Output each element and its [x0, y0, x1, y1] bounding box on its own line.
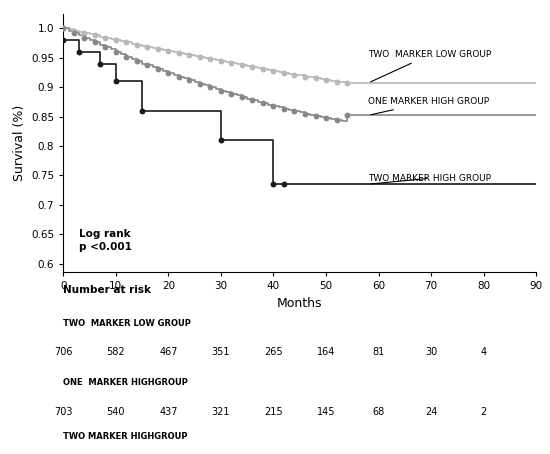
Point [122, 39, 131, 46]
Text: 265: 265 [264, 347, 283, 357]
Point [101, 44, 109, 51]
Point [174, 73, 183, 80]
Point [248, 96, 257, 104]
Text: 30: 30 [425, 347, 437, 357]
Point [59, 25, 68, 32]
Point [69, 27, 78, 35]
Text: Number at risk: Number at risk [63, 285, 151, 295]
Point [143, 43, 152, 50]
Point [301, 110, 310, 117]
Point [269, 102, 278, 109]
Point [185, 52, 194, 59]
Point [322, 115, 331, 122]
Point [75, 48, 84, 55]
Point [112, 48, 120, 55]
Text: 540: 540 [107, 407, 125, 417]
Point [112, 78, 120, 85]
Text: 706: 706 [54, 347, 73, 357]
Point [279, 181, 288, 188]
Point [217, 58, 226, 65]
Point [217, 137, 226, 144]
Point [290, 108, 299, 115]
Point [90, 32, 99, 39]
Text: TWO  MARKER LOW GROUP: TWO MARKER LOW GROUP [368, 50, 491, 82]
Text: 81: 81 [372, 347, 384, 357]
Text: 437: 437 [159, 407, 178, 417]
Point [195, 80, 204, 87]
Point [80, 34, 89, 41]
Point [279, 105, 288, 113]
Point [311, 74, 320, 82]
Point [206, 55, 215, 63]
Text: 24: 24 [425, 407, 437, 417]
Text: 215: 215 [264, 407, 283, 417]
Text: 703: 703 [54, 407, 73, 417]
Point [138, 107, 146, 114]
Point [133, 41, 141, 49]
Text: 321: 321 [212, 407, 230, 417]
Point [227, 59, 236, 67]
Text: Log rank
p <0.001: Log rank p <0.001 [79, 229, 132, 252]
Point [290, 71, 299, 79]
Point [174, 49, 183, 57]
Text: TWO MARKER HIGH GROUP: TWO MARKER HIGH GROUP [368, 174, 491, 184]
Point [195, 54, 204, 61]
Point [112, 36, 120, 44]
Point [238, 61, 246, 69]
Point [258, 99, 267, 107]
Text: 582: 582 [107, 347, 125, 357]
Point [122, 53, 131, 60]
Point [69, 30, 78, 37]
Point [164, 48, 173, 55]
X-axis label: Months: Months [277, 297, 322, 310]
Point [101, 34, 109, 41]
Point [322, 76, 331, 84]
Text: 2: 2 [481, 407, 487, 417]
Text: 164: 164 [317, 347, 335, 357]
Point [248, 64, 257, 71]
Point [90, 39, 99, 46]
Text: 351: 351 [212, 347, 230, 357]
Point [311, 112, 320, 119]
Point [153, 45, 162, 53]
Point [217, 87, 226, 94]
Point [80, 30, 89, 37]
Point [332, 116, 341, 123]
Point [301, 73, 310, 80]
Point [227, 90, 236, 97]
Text: TWO  MARKER LOW GROUP: TWO MARKER LOW GROUP [63, 320, 191, 328]
Point [143, 62, 152, 69]
Point [343, 79, 351, 87]
Point [96, 60, 104, 67]
Text: ONE MARKER HIGH GROUP: ONE MARKER HIGH GROUP [368, 97, 489, 115]
Text: 4: 4 [481, 347, 487, 357]
Point [133, 58, 141, 65]
Point [185, 76, 194, 84]
Text: 68: 68 [372, 407, 384, 417]
Point [269, 67, 278, 74]
Point [258, 65, 267, 73]
Point [332, 78, 341, 85]
Point [269, 181, 278, 188]
Text: 467: 467 [159, 347, 178, 357]
Point [164, 69, 173, 77]
Point [238, 94, 246, 101]
Text: ONE  MARKER HIGHGROUP: ONE MARKER HIGHGROUP [63, 378, 188, 387]
Point [206, 84, 215, 91]
Point [59, 25, 68, 32]
Point [59, 36, 68, 44]
Point [153, 66, 162, 73]
Text: 145: 145 [317, 407, 336, 417]
Text: TWO MARKER HIGHGROUP: TWO MARKER HIGHGROUP [63, 432, 188, 440]
Point [279, 69, 288, 77]
Y-axis label: Survival (%): Survival (%) [13, 105, 25, 181]
Point [343, 112, 351, 119]
